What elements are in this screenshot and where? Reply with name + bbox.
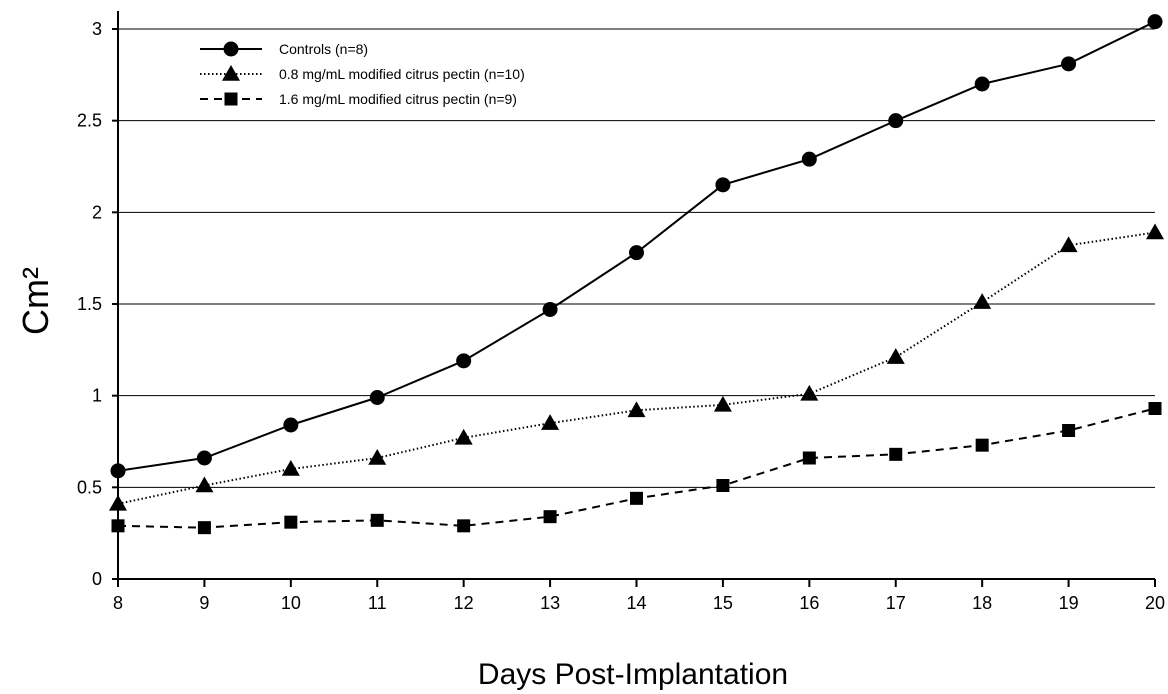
data-point-square bbox=[889, 447, 903, 461]
series-square bbox=[111, 402, 1162, 535]
x-tick-label: 10 bbox=[281, 593, 301, 613]
data-point-square bbox=[543, 510, 557, 524]
y-tick-label: 0.5 bbox=[77, 477, 102, 497]
data-point-circle bbox=[196, 450, 212, 466]
x-tick-label: 18 bbox=[972, 593, 992, 613]
data-point-triangle bbox=[886, 348, 905, 364]
series bbox=[109, 14, 1164, 535]
data-point-circle bbox=[110, 463, 126, 479]
legend-marker-square bbox=[224, 92, 238, 106]
x-tick-label: 19 bbox=[1059, 593, 1079, 613]
data-point-triangle bbox=[368, 449, 387, 465]
data-point-square bbox=[284, 515, 298, 529]
legend-label: 0.8 mg/mL modified citrus pectin (n=10) bbox=[279, 66, 525, 82]
data-point-square bbox=[1062, 424, 1076, 437]
data-point-square bbox=[457, 519, 471, 533]
data-point-circle bbox=[1061, 56, 1077, 72]
y-tick-label: 2.5 bbox=[77, 111, 102, 131]
x-tick-label: 12 bbox=[454, 593, 474, 613]
legend-entry-circle: Controls (n=8) bbox=[200, 41, 368, 57]
y-tick-label: 1.5 bbox=[77, 294, 102, 314]
y-tick-label: 3 bbox=[92, 19, 102, 39]
data-point-triangle bbox=[109, 494, 127, 511]
x-tick-label: 11 bbox=[368, 593, 387, 613]
legend-marker-circle bbox=[223, 41, 239, 57]
data-point-triangle bbox=[627, 401, 646, 418]
x-tick-label: 17 bbox=[886, 593, 906, 613]
data-point-triangle bbox=[800, 384, 819, 401]
data-point-square bbox=[975, 438, 989, 452]
data-point-square bbox=[1148, 402, 1162, 415]
y-axis-title: Cm² bbox=[15, 267, 56, 335]
series-circle bbox=[110, 14, 1163, 479]
series-line-triangle bbox=[117, 231, 1156, 505]
data-point-circle bbox=[715, 177, 731, 193]
x-axis-title: Days Post-Implantation bbox=[478, 658, 788, 691]
data-point-circle bbox=[283, 417, 299, 433]
data-point-circle bbox=[542, 302, 558, 317]
axes bbox=[112, 11, 1156, 587]
data-point-square bbox=[111, 519, 125, 533]
legend-label: Controls (n=8) bbox=[279, 41, 368, 57]
y-tick-label: 1 bbox=[92, 386, 102, 406]
data-point-triangle bbox=[713, 395, 732, 412]
tick-labels: 0 0.5 1 1.5 2 2.5 3 8 9 10 11 12 13 14 15 16 17 18 19 20 bbox=[77, 19, 1165, 613]
data-point-triangle bbox=[1059, 236, 1078, 253]
data-point-square bbox=[802, 451, 816, 465]
data-point-square bbox=[197, 521, 211, 535]
y-tick-label: 2 bbox=[92, 202, 102, 222]
x-tick-label: 14 bbox=[626, 593, 646, 613]
x-tick-label: 15 bbox=[713, 593, 733, 613]
gridlines bbox=[118, 28, 1155, 488]
series-triangle bbox=[109, 223, 1164, 511]
data-point-circle bbox=[369, 390, 385, 405]
data-point-circle bbox=[888, 113, 904, 129]
y-tick-label: 0 bbox=[92, 569, 102, 589]
data-point-circle bbox=[801, 151, 817, 167]
data-point-square bbox=[370, 513, 384, 527]
x-tick-label: 20 bbox=[1145, 593, 1165, 613]
data-point-triangle bbox=[195, 476, 214, 493]
x-tick-label: 16 bbox=[799, 593, 819, 613]
data-point-triangle bbox=[454, 428, 473, 445]
data-point-triangle bbox=[541, 414, 560, 430]
legend: Controls (n=8) 0.8 mg/mL modified citrus … bbox=[200, 41, 525, 107]
x-tick-label: 9 bbox=[199, 593, 209, 613]
legend-marker-triangle bbox=[222, 65, 240, 81]
data-point-square bbox=[716, 479, 730, 492]
data-point-circle bbox=[1147, 14, 1163, 30]
data-point-circle bbox=[629, 245, 644, 261]
data-point-circle bbox=[974, 76, 990, 92]
x-tick-label: 13 bbox=[540, 593, 560, 613]
legend-label: 1.6 mg/mL modified citrus pectin (n=9) bbox=[279, 91, 517, 107]
legend-entry-square: 1.6 mg/mL modified citrus pectin (n=9) bbox=[200, 91, 517, 107]
data-point-triangle bbox=[281, 460, 300, 476]
data-point-square bbox=[630, 491, 643, 505]
x-tick-label: 8 bbox=[113, 593, 123, 613]
data-point-circle bbox=[456, 353, 472, 369]
legend-entry-triangle: 0.8 mg/mL modified citrus pectin (n=10) bbox=[200, 65, 525, 82]
data-point-triangle bbox=[973, 293, 992, 309]
data-point-triangle bbox=[1146, 223, 1164, 240]
series-line-square bbox=[117, 407, 1156, 529]
